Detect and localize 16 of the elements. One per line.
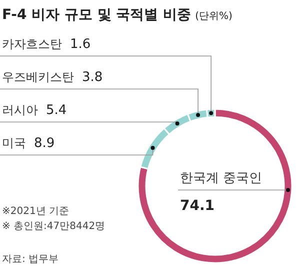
data-label: 1.6: [70, 37, 91, 52]
data-label: 8.9: [34, 136, 55, 151]
text: ※2021년 기준: [2, 206, 70, 217]
text: ※ 총인원:47만8442명: [2, 221, 106, 232]
donut-slice: [137, 108, 293, 264]
data-label: 5.4: [46, 103, 67, 118]
chart-subtitle: (단위%): [195, 11, 232, 22]
slice-label: 카자흐스탄: [2, 37, 62, 51]
slice-label: 미국: [2, 136, 26, 150]
slice-label: 우즈베키스탄: [2, 70, 74, 84]
data-label: 3.8: [82, 70, 103, 85]
slice-label: 러시아: [2, 103, 38, 117]
chart-title: F-4 비자 규모 및 국적별 비중: [2, 7, 192, 23]
text: 자료: 법무부: [2, 254, 59, 265]
slice-label: 한국계 중국인: [180, 171, 262, 186]
data-label: 74.1: [180, 198, 215, 214]
